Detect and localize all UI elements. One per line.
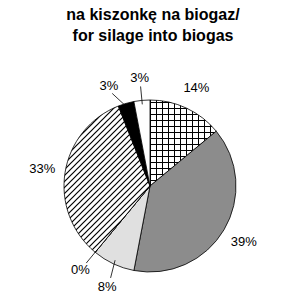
chart-container: na kiszonkę na biogaz/for silage into bi… (0, 0, 306, 306)
leader-line (111, 260, 115, 278)
slices (64, 100, 236, 272)
leader-line (86, 249, 97, 263)
data-label: 14% (183, 80, 209, 95)
data-label: 3% (130, 70, 149, 85)
slice (134, 100, 150, 186)
title: na kiszonkę na biogaz/ (66, 6, 240, 23)
data-label: 8% (98, 279, 117, 294)
data-label: 3% (99, 78, 118, 93)
chart: na kiszonkę na biogaz/for silage into bi… (0, 0, 306, 306)
data-label: 0% (71, 262, 90, 277)
subtitle: for silage into biogas (73, 27, 234, 44)
data-labels: 14% 39% 8% 0% 33% 3% 3% (29, 70, 257, 294)
leader-line (112, 93, 127, 107)
data-label: 33% (29, 161, 55, 176)
leader-line (141, 86, 143, 104)
data-label: 39% (231, 234, 257, 249)
